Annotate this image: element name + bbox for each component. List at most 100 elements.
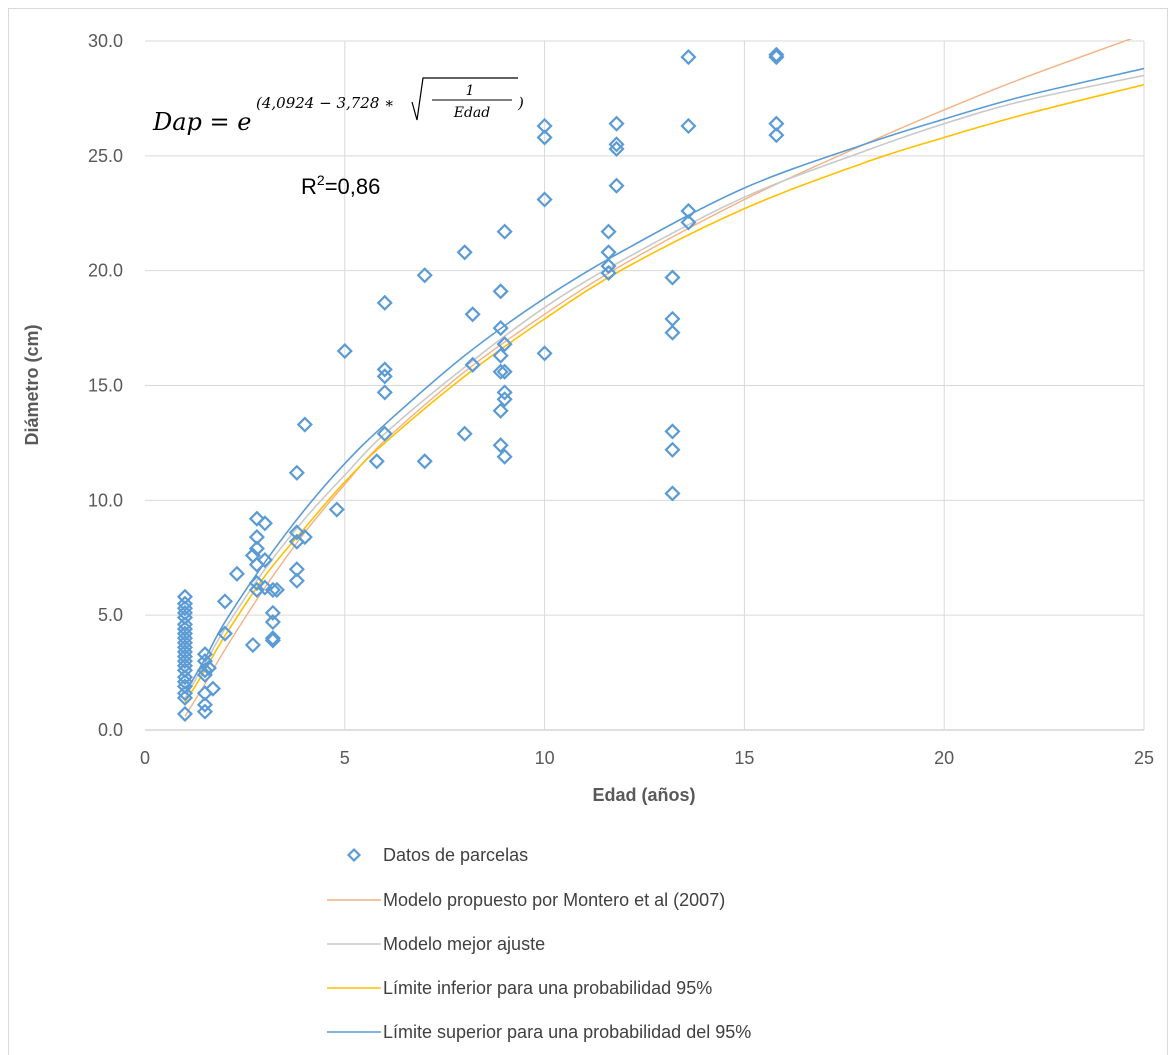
data-point: [176, 616, 194, 633]
data-point: [216, 593, 233, 610]
series-line: [184, 74, 1145, 699]
y-tick-label: 30.0: [88, 31, 123, 51]
data-point: [376, 294, 393, 311]
equation-exponent-close: ): [517, 94, 524, 112]
data-point: [768, 127, 785, 144]
data-point: [248, 540, 265, 557]
data-point: [244, 636, 261, 654]
legend-label: Datos de parcelas: [383, 845, 528, 865]
x-tick-label: 20: [934, 748, 954, 768]
y-tick-label: 10.0: [88, 490, 123, 510]
equation-lhs: Dap = e: [152, 108, 251, 136]
data-point: [416, 267, 433, 284]
y-tick-labels: 0.0 5.0 10.0 15.0 20.0 25.0 30.0: [88, 31, 123, 740]
data-point: [288, 464, 305, 481]
data-point: [256, 551, 273, 569]
data-point: [664, 441, 681, 458]
data-point: [256, 579, 273, 596]
data-point: [680, 49, 697, 66]
series-line: [184, 67, 1145, 694]
data-point: [196, 662, 213, 679]
data-point: [176, 639, 194, 656]
data-point: [464, 306, 481, 323]
x-tick-label: 10: [535, 748, 555, 768]
data-point: [196, 703, 213, 720]
data-point: [664, 324, 681, 341]
data-point: [680, 117, 697, 135]
legend-label: Modelo propuesto por Montero et al (2007…: [383, 890, 725, 910]
data-point: [376, 425, 393, 442]
data-point: [296, 529, 313, 546]
data-point: [196, 696, 213, 713]
data-point: [768, 115, 785, 132]
data-point: [608, 177, 625, 194]
y-tick-label: 0.0: [98, 720, 123, 740]
data-point: [196, 653, 213, 670]
data-point: [248, 510, 265, 527]
x-tick-label: 25: [1134, 748, 1154, 768]
data-points: [176, 46, 785, 722]
data-point: [600, 244, 617, 261]
y-tick-label: 20.0: [88, 261, 123, 281]
data-point: [376, 361, 393, 378]
data-point: [196, 646, 213, 663]
legend: Datos de parcelas Modelo propuesto por Mo…: [327, 845, 751, 1042]
data-point: [492, 283, 509, 300]
data-point: [608, 115, 625, 132]
legend-label: Límite superior para una probabilidad de…: [383, 1022, 751, 1042]
data-point: [496, 223, 513, 240]
data-point: [248, 581, 265, 598]
data-point: [176, 630, 194, 647]
y-axis-title: Diámetro (cm): [22, 324, 42, 445]
data-point: [664, 310, 681, 327]
gridlines: [145, 40, 1145, 731]
data-point: [176, 634, 194, 651]
y-tick-label: 25.0: [88, 146, 123, 166]
equation-exponent-open: (4,0924 − 3,728 ∗: [256, 94, 394, 112]
data-point: [608, 136, 625, 153]
x-axis-title: Edad (años): [592, 785, 695, 805]
data-point: [264, 632, 281, 649]
data-point: [176, 653, 194, 670]
data-point: [536, 191, 553, 208]
data-point: [328, 501, 345, 518]
data-point: [492, 347, 509, 364]
data-point: [456, 244, 473, 261]
model-lines: [184, 39, 1145, 717]
data-point: [376, 384, 393, 401]
data-point: [264, 630, 281, 647]
data-point: [496, 384, 513, 401]
data-point: [248, 529, 265, 546]
data-point: [664, 423, 681, 440]
data-point: [492, 402, 509, 419]
data-point: [496, 336, 513, 353]
data-point: [204, 680, 221, 697]
data-point: [200, 659, 217, 677]
y-tick-label: 15.0: [88, 376, 123, 396]
data-point: [600, 223, 617, 240]
data-point: [368, 453, 385, 470]
equation-annotation: Dap = e (4,0924 − 3,728 ∗ 1 Edad ): [152, 77, 524, 136]
data-point: [456, 425, 473, 442]
data-point: [336, 342, 353, 360]
data-point: [496, 448, 513, 465]
data-point: [492, 363, 509, 380]
data-point: [680, 214, 697, 231]
data-point: [268, 581, 285, 598]
data-point: [600, 258, 617, 275]
data-point: [376, 368, 393, 385]
data-point: [264, 581, 281, 598]
data-point: [664, 269, 681, 286]
legend-label: Modelo mejor ajuste: [383, 934, 545, 954]
data-point: [496, 363, 513, 380]
data-point: [216, 625, 233, 642]
x-tick-label: 5: [340, 748, 350, 768]
data-point: [496, 391, 513, 408]
data-point: [288, 572, 305, 589]
legend-swatch: [346, 847, 362, 863]
data-point: [176, 669, 194, 686]
data-point: [664, 485, 681, 502]
data-point: [176, 685, 194, 702]
x-tick-label: 0: [140, 748, 150, 768]
